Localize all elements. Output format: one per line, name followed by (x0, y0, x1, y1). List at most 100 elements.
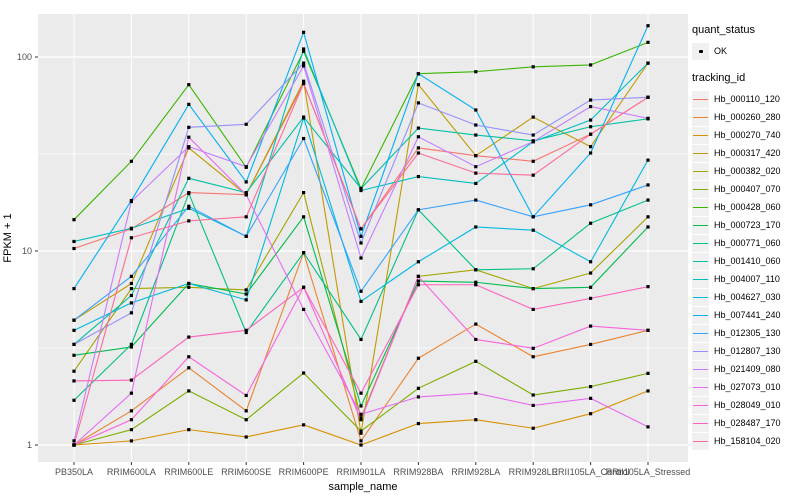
legend-key-swatch (692, 432, 709, 450)
data-point (244, 292, 248, 296)
legend-key-swatch (692, 126, 709, 144)
data-point (187, 145, 191, 149)
data-point (244, 328, 248, 332)
legend-key-swatch (692, 90, 709, 108)
data-point (474, 133, 478, 137)
legend-key-swatch (692, 198, 709, 216)
legend-line-icon (693, 278, 708, 280)
legend-line-icon (693, 170, 708, 172)
data-point (531, 173, 535, 177)
data-point (359, 416, 363, 420)
legend-key-swatch (692, 324, 709, 342)
legend-line-icon (693, 332, 708, 334)
data-point (474, 225, 478, 229)
legend-item: Hb_000270_740 (692, 126, 798, 144)
data-point (531, 346, 535, 350)
data-point (589, 285, 593, 289)
data-point (129, 409, 133, 413)
point-symbol-key (692, 42, 709, 60)
data-point (589, 63, 593, 67)
data-point (531, 393, 535, 397)
legend-item-label: Hb_000270_740 (714, 130, 781, 140)
data-point (187, 389, 191, 393)
data-point (129, 391, 133, 395)
x-tick-label: RRIM928LE (509, 467, 558, 477)
data-point (646, 328, 650, 332)
legend-line-icon (693, 440, 708, 442)
data-point (589, 221, 593, 225)
data-point (129, 311, 133, 315)
data-point (72, 246, 76, 251)
data-point (129, 378, 133, 382)
data-point (589, 385, 593, 389)
legend-item: Hb_000317_420 (692, 144, 798, 162)
legend-key-swatch (692, 414, 709, 432)
data-point (589, 151, 593, 155)
data-point (646, 215, 650, 219)
legend-line-icon (693, 188, 708, 190)
data-point (129, 342, 133, 347)
data-point (416, 274, 420, 278)
legend-item-label: Hb_028049_010 (714, 400, 781, 410)
data-point (129, 301, 133, 305)
legend-item: Hb_000407_070 (692, 180, 798, 198)
data-point (589, 125, 593, 129)
x-tick-label: RRIM901LA (336, 467, 385, 477)
data-point (244, 409, 248, 413)
data-point (72, 287, 76, 291)
data-point (589, 342, 593, 347)
legend-item: Hb_004627_030 (692, 288, 798, 306)
legend-key-swatch (692, 180, 709, 198)
data-point (531, 215, 535, 219)
legend-item-label: Hb_004627_030 (714, 292, 781, 302)
data-point (416, 72, 420, 76)
data-point (416, 146, 420, 150)
data-point (129, 287, 133, 291)
data-point (589, 145, 593, 149)
data-point (531, 403, 535, 408)
legend-line-icon (693, 116, 708, 118)
legend-item: Hb_000428_060 (692, 198, 798, 216)
data-point (416, 174, 420, 179)
legend-item-label: Hb_158104_020 (714, 436, 781, 446)
data-point (359, 431, 363, 435)
legend-item: Hb_004007_110 (692, 270, 798, 288)
data-point (187, 102, 191, 106)
data-point (474, 181, 478, 186)
data-point (302, 79, 306, 83)
data-point (359, 418, 363, 422)
legend-title-tracking-id: tracking_id (692, 72, 746, 84)
data-point (359, 227, 363, 231)
data-point (187, 204, 191, 208)
data-point (187, 135, 191, 139)
legend-item-label: Hb_000407_070 (714, 184, 781, 194)
data-point (646, 61, 650, 65)
data-point (416, 356, 420, 360)
data-point (129, 428, 133, 432)
data-point (474, 391, 478, 395)
data-point (302, 49, 306, 53)
legend-item: Hb_028487_170 (692, 414, 798, 432)
legend-line-icon (693, 242, 708, 244)
legend-line-icon (693, 152, 708, 154)
data-point (474, 171, 478, 175)
data-point (244, 165, 248, 169)
legend-line-icon (693, 350, 708, 352)
data-point (646, 225, 650, 229)
data-point (359, 391, 363, 395)
data-point (646, 183, 650, 187)
data-point (589, 118, 593, 122)
legend-line-icon (693, 296, 708, 298)
x-tick-label: RRII105LA_Control (552, 467, 630, 477)
legend-item-label: Hb_000382_020 (714, 166, 781, 176)
data-point (187, 366, 191, 370)
data-point (416, 101, 420, 105)
data-point (646, 285, 650, 289)
y-tick-label: 100 (17, 52, 32, 62)
data-point (187, 176, 191, 180)
data-point (589, 105, 593, 109)
x-tick-label: RRIM600LA (107, 467, 156, 477)
legend-item: Hb_021409_080 (692, 360, 798, 378)
legend-item-label: Hb_021409_080 (714, 364, 781, 374)
